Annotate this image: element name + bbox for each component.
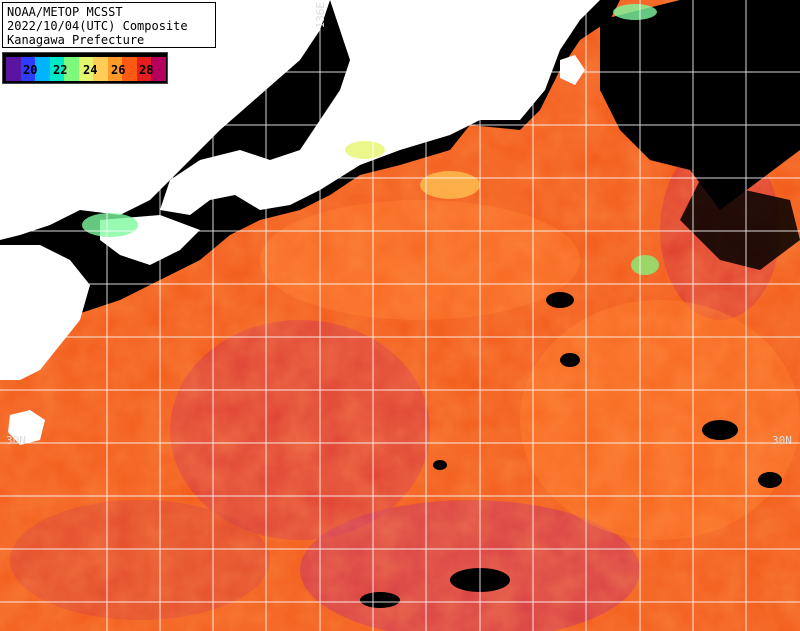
scale-segment-3 <box>49 57 65 81</box>
scale-tick-24: 24 <box>83 63 98 77</box>
scale-tick-28: 28 <box>139 63 154 77</box>
scale-segment-6 <box>93 57 108 81</box>
coastal-accent-1 <box>82 213 138 237</box>
scale-segment-4 <box>64 57 79 81</box>
land-boso <box>560 55 585 85</box>
scale-segment-8 <box>122 57 137 81</box>
color-scale-bar <box>6 57 167 81</box>
latitude-label-left: 30N <box>6 434 26 447</box>
scale-segment-0 <box>6 57 21 81</box>
coastal-accent-4 <box>631 255 659 275</box>
scale-segment-5 <box>78 57 94 81</box>
scale-segment-1 <box>20 57 36 81</box>
temperature-color-scale: 20 22 24 26 28 <box>2 52 168 84</box>
cloud-area-northeast <box>600 0 800 210</box>
scale-tick-20: 20 <box>23 63 38 77</box>
title-line-date: 2022/10/04(UTC) Composite <box>7 19 188 33</box>
land-kyushu <box>0 245 90 380</box>
title-line-source: NOAA/METOP MCSST <box>7 5 123 19</box>
coastal-accent-2 <box>345 141 385 159</box>
map-title-box: NOAA/METOP MCSST 2022/10/04(UTC) Composi… <box>2 2 216 48</box>
scale-segment-2 <box>35 57 50 81</box>
coastal-accent-3 <box>613 4 657 20</box>
longitude-label: 136E <box>314 2 327 29</box>
coastal-accent-5 <box>420 171 480 199</box>
latitude-label-right: 30N <box>772 434 792 447</box>
scale-tick-22: 22 <box>53 63 68 77</box>
scale-segment-9 <box>136 57 152 81</box>
scale-segment-10 <box>151 57 167 81</box>
land-honshu-east <box>160 0 600 215</box>
land-small-island <box>8 410 45 445</box>
title-line-region: Kanagawa Prefecture <box>7 33 145 47</box>
scale-tick-26: 26 <box>111 63 126 77</box>
scale-segment-7 <box>107 57 123 81</box>
cloud-specks <box>360 292 782 608</box>
cloud-patch-east <box>680 180 800 270</box>
